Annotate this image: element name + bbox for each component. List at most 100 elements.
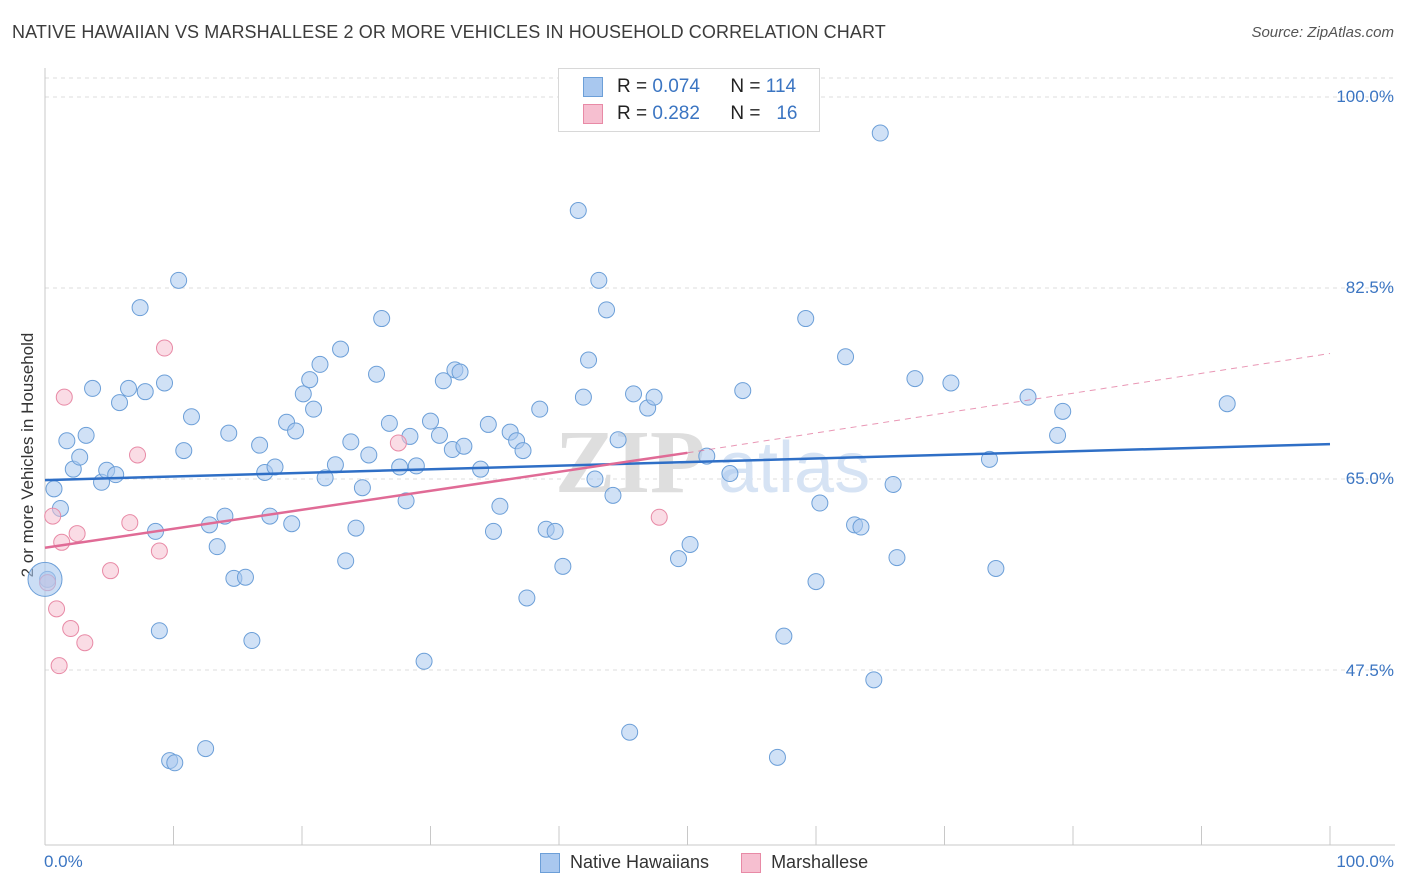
r-label: R =: [617, 103, 648, 124]
native-hawaiian-point: [415, 652, 433, 670]
native-hawaiian-point: [491, 497, 509, 515]
native-hawaiian-point: [569, 202, 587, 220]
native-hawaiian-point: [360, 446, 378, 464]
y-tick-label: 65.0%: [1345, 469, 1394, 488]
native-hawaiian-point: [987, 559, 1005, 577]
y-tick-label: 47.5%: [1345, 661, 1394, 680]
native-hawaiian-point: [797, 310, 815, 328]
n-label: N =: [730, 103, 761, 124]
r-label: R =: [617, 76, 648, 97]
marshallese-point: [68, 525, 86, 543]
watermark-atlas: atlas: [718, 428, 870, 508]
native-hawaiian-point: [734, 382, 752, 400]
native-hawaiian-point: [283, 515, 301, 533]
native-hawaiian-point: [598, 301, 616, 319]
native-hawaiian-point: [45, 480, 63, 498]
native-hawaiian-point: [837, 348, 855, 366]
marshallese-point: [53, 533, 71, 551]
native-hawaiian-point: [670, 550, 688, 568]
native-hawaiian-point: [136, 383, 154, 401]
native-hawaiian-point: [1218, 395, 1236, 413]
native-hawaiian-point: [546, 522, 564, 540]
marshallese-point: [44, 507, 62, 525]
native-hawaiian-point: [807, 573, 825, 591]
n-label: N =: [730, 76, 761, 97]
native-hawaiian-point: [266, 458, 284, 476]
r-value: 0.282: [652, 103, 700, 124]
y-tick-label: 100.0%: [1336, 87, 1394, 106]
native-hawaiian-point: [884, 475, 902, 493]
marshallese-point: [156, 339, 174, 357]
native-hawaiian-point: [380, 414, 398, 432]
legend-swatch-blue: [583, 77, 603, 97]
native-hawaiian-point: [58, 432, 76, 450]
correlation-legend: R = 0.074 N = 114 R = 0.282 N = 16: [558, 68, 820, 132]
native-hawaiian-point: [604, 486, 622, 504]
native-hawaiian-point: [150, 622, 168, 640]
native-hawaiian-point: [407, 457, 425, 475]
legend-row-native-hawaiian: R = 0.074 N = 114: [583, 75, 796, 99]
native-hawaiian-point-large: [27, 561, 63, 597]
n-value: 16: [776, 103, 798, 124]
marshallese-point: [62, 620, 80, 638]
native-hawaiian-point: [305, 400, 323, 418]
marshallese-trendline-extension: [687, 352, 1331, 454]
marshallese-point: [650, 508, 668, 526]
legend-swatch-pink: [741, 852, 762, 873]
legend-label-marshallese: Marshallese: [771, 852, 869, 872]
native-hawaiian-point: [768, 748, 786, 766]
legend-label-native-hawaiians: Native Hawaiians: [570, 852, 710, 872]
native-hawaiian-point: [197, 740, 215, 758]
native-hawaiian-point: [316, 469, 334, 487]
native-hawaiian-point: [554, 557, 572, 575]
native-hawaiian-point: [852, 518, 870, 536]
native-hawaiian-point: [681, 535, 699, 553]
marshallese-trendline: [44, 451, 688, 549]
native-hawaiian-point: [120, 379, 138, 397]
native-hawaiian-point: [906, 370, 924, 388]
native-hawaiian-point: [479, 415, 497, 433]
native-hawaiian-point: [698, 447, 716, 465]
marshallese-point: [121, 514, 139, 532]
native-hawaiian-point: [368, 365, 386, 383]
native-hawaiian-point: [580, 351, 598, 369]
native-hawaiian-point: [871, 124, 889, 142]
native-hawaiian-point: [342, 433, 360, 451]
marshallese-point: [55, 388, 73, 406]
native-hawaiian-point: [353, 479, 371, 497]
x-tick-label-min: 0.0%: [44, 852, 83, 871]
native-hawaiian-point: [294, 385, 312, 403]
native-hawaiian-point: [243, 632, 261, 650]
native-hawaiian-point: [888, 549, 906, 567]
native-hawaiian-point: [208, 538, 226, 556]
native-hawaiian-point: [166, 754, 184, 772]
native-hawaiian-point: [811, 494, 829, 512]
source-note: Source: ZipAtlas.com: [1251, 24, 1394, 41]
native-hawaiian-point: [391, 458, 409, 476]
native-hawaiian-point: [251, 436, 269, 454]
native-hawaiian-point: [531, 400, 549, 418]
marshallese-point: [76, 634, 94, 652]
native-hawaiian-point: [156, 374, 174, 392]
marshallese-point: [48, 600, 66, 618]
native-hawaiian-point: [865, 671, 883, 689]
native-hawaiian-point: [301, 371, 319, 389]
marshallese-point: [50, 657, 68, 675]
n-value: 114: [765, 76, 797, 97]
legend-swatch-blue: [540, 852, 560, 873]
marshallese-point: [129, 446, 147, 464]
native-hawaiian-point: [422, 412, 439, 430]
native-hawaiian-point: [71, 448, 89, 466]
native-hawaiian-point: [625, 385, 643, 403]
native-hawaiian-point: [220, 424, 238, 442]
marshallese-point: [150, 542, 168, 560]
native-hawaiian-trendline: [44, 442, 1331, 482]
native-hawaiian-point: [455, 437, 473, 455]
x-tick-label-max: 100.0%: [1336, 852, 1394, 871]
native-hawaiian-point: [980, 450, 998, 468]
legend-swatch-pink: [583, 104, 603, 124]
native-hawaiian-point: [236, 568, 254, 586]
native-hawaiian-point: [111, 394, 129, 412]
native-hawaiian-point: [430, 426, 448, 444]
